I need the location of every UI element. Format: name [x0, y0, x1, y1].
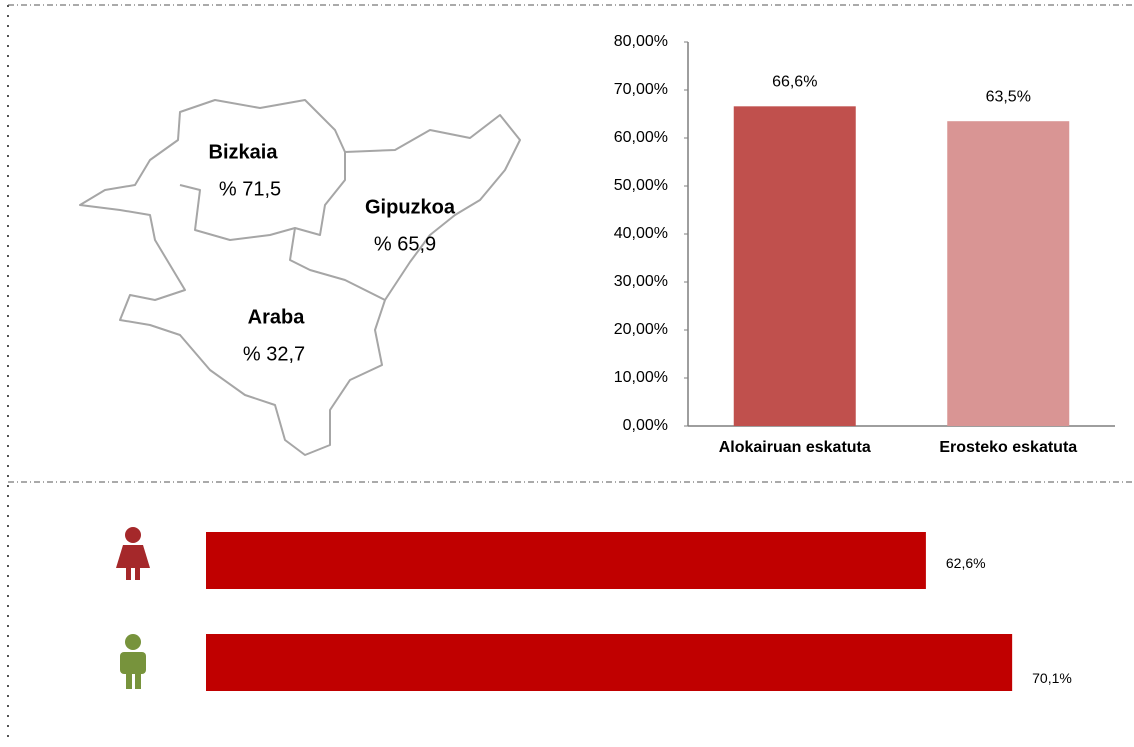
map: Bizkaia % 71,5 Gipuzkoa % 65,9 Araba % 3…: [79, 99, 521, 456]
male-icon: [120, 634, 146, 689]
bar: [206, 532, 926, 589]
y-tick-label: 0,00%: [623, 417, 668, 434]
map-border: [289, 227, 386, 301]
y-tick-label: 40,00%: [614, 225, 668, 242]
map-outline: [79, 99, 521, 456]
bar: [947, 121, 1070, 426]
data-label: 62,6%: [946, 555, 986, 571]
y-tick-label: 10,00%: [614, 369, 668, 386]
region-value: % 65,9: [374, 233, 436, 255]
y-tick-label: 60,00%: [614, 129, 668, 146]
y-tick-label: 80,00%: [614, 33, 668, 50]
female-icon: [116, 527, 150, 580]
bar: [206, 634, 1013, 691]
region-name: Gipuzkoa: [365, 196, 456, 218]
region-name: Araba: [248, 306, 306, 328]
map-border: [179, 152, 346, 241]
y-tick-label: 20,00%: [614, 321, 668, 338]
region-value: % 32,7: [243, 343, 305, 365]
region-name: Bizkaia: [209, 141, 279, 163]
data-label: 63,5%: [986, 88, 1031, 105]
data-label: 70,1%: [1032, 670, 1072, 686]
x-tick-label: Alokairuan eskatuta: [719, 439, 871, 456]
y-tick-label: 50,00%: [614, 177, 668, 194]
region-value: % 71,5: [219, 178, 281, 200]
data-label: 66,6%: [772, 74, 817, 91]
y-tick-label: 30,00%: [614, 273, 668, 290]
bar: [733, 106, 856, 426]
x-tick-label: Erosteko eskatuta: [939, 439, 1077, 456]
y-tick-label: 70,00%: [614, 81, 668, 98]
